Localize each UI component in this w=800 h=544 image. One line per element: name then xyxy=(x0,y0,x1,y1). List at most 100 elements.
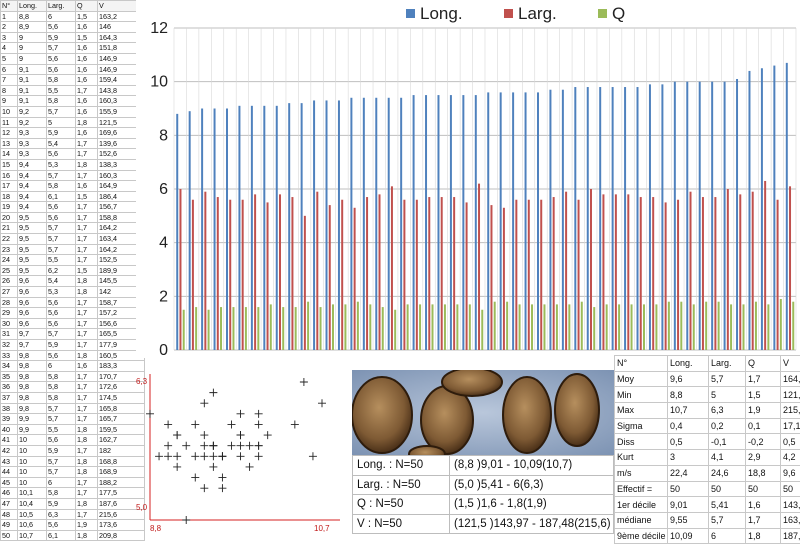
bar-q xyxy=(643,304,645,350)
table-cell: 5,6 xyxy=(47,22,76,33)
table-cell: 5,4 xyxy=(47,138,76,149)
bar-larg xyxy=(777,200,779,350)
table-cell: 46 xyxy=(1,488,18,499)
table-cell: Moy xyxy=(615,371,668,387)
table-cell: 9,9 xyxy=(18,424,47,435)
bar-long xyxy=(462,95,464,350)
table-cell: 5,8 xyxy=(47,96,76,107)
bar-long xyxy=(176,114,178,350)
bar-larg xyxy=(540,200,542,350)
bar-larg xyxy=(602,194,604,350)
scatter-point xyxy=(309,452,317,460)
scatter-point xyxy=(191,474,199,482)
table-cell: 1,5 xyxy=(76,265,98,276)
bar-q xyxy=(767,304,769,350)
bar-larg xyxy=(316,192,318,350)
table-cell: 5,5 xyxy=(47,255,76,266)
table-cell: 1,7 xyxy=(76,477,98,488)
table-cell: 5,9 xyxy=(47,128,76,139)
range-label: Q : N=50 xyxy=(353,495,450,515)
scatter-point xyxy=(209,389,217,397)
table-cell: 1,6 xyxy=(76,106,98,117)
bar-long xyxy=(649,84,651,350)
bar-q xyxy=(568,304,570,350)
scatter-point xyxy=(200,452,208,460)
bar-q xyxy=(419,304,421,350)
table-cell: 5,8 xyxy=(47,371,76,382)
table-cell: 9,4 xyxy=(18,191,47,202)
table-cell: 1er décile xyxy=(615,497,668,513)
table-cell: 5 xyxy=(47,117,76,128)
table-cell: 1,5 xyxy=(76,11,98,22)
table-cell: 5,7 xyxy=(47,414,76,425)
table-cell: 9,6 xyxy=(18,287,47,298)
table-cell: 50 xyxy=(668,481,709,497)
bar-larg xyxy=(528,200,530,350)
range-row-v: V : N=50 (121,5 )143,97 - 187,48(215,6) xyxy=(353,514,614,534)
bar-long xyxy=(214,109,216,351)
table-cell: 1,7 xyxy=(76,244,98,255)
range-value: (121,5 )143,97 - 187,48(215,6) xyxy=(450,514,614,534)
bar-q xyxy=(556,304,558,350)
bar-long xyxy=(562,90,564,350)
bar-long xyxy=(400,98,402,350)
column-header: V xyxy=(781,356,800,372)
bar-larg xyxy=(466,202,468,350)
bar-larg xyxy=(453,197,455,350)
table-cell: 6 xyxy=(47,477,76,488)
table-cell: 9 xyxy=(18,32,47,43)
bar-long xyxy=(189,111,191,350)
table-cell: 18 xyxy=(1,191,18,202)
bar-q xyxy=(282,307,284,350)
bar-q xyxy=(730,304,732,350)
table-cell: 44 xyxy=(1,467,18,478)
table-cell: 9,6 xyxy=(18,318,47,329)
scatter-point xyxy=(200,442,208,450)
table-cell: 10,7 xyxy=(18,530,47,541)
scatter-point xyxy=(209,452,217,460)
bar-long xyxy=(238,106,240,350)
table-cell: 25 xyxy=(1,265,18,276)
table-cell: 1,7 xyxy=(746,512,781,528)
table-cell: 5,7 xyxy=(47,456,76,467)
scatter-point xyxy=(164,452,172,460)
bar-q xyxy=(668,302,670,350)
bar-long xyxy=(686,82,688,350)
table-cell: 1,7 xyxy=(76,202,98,213)
table-cell: 50 xyxy=(781,481,800,497)
table-cell: 35 xyxy=(1,371,18,382)
table-cell: Diss xyxy=(615,434,668,450)
table-cell: 42 xyxy=(1,445,18,456)
bar-long xyxy=(612,87,614,350)
bar-long xyxy=(363,98,365,350)
bar-long xyxy=(587,87,589,350)
bar-larg xyxy=(727,189,729,350)
bar-larg xyxy=(267,202,269,350)
table-cell: 9,8 xyxy=(18,403,47,414)
table-cell: 21 xyxy=(1,223,18,234)
x-max-label: 10,7 xyxy=(314,524,330,533)
table-cell: 9,4 xyxy=(18,202,47,213)
bar-q xyxy=(718,302,720,350)
bar-long xyxy=(201,109,203,351)
table-cell: 5,6 xyxy=(47,212,76,223)
table-cell: 1,9 xyxy=(76,520,98,531)
table-cell: 1,8 xyxy=(76,350,98,361)
bar-q xyxy=(494,302,496,350)
bar-larg xyxy=(204,192,206,350)
scatter-point xyxy=(209,463,217,471)
table-cell: 6 xyxy=(709,528,746,544)
table-cell: 5,9 xyxy=(47,498,76,509)
